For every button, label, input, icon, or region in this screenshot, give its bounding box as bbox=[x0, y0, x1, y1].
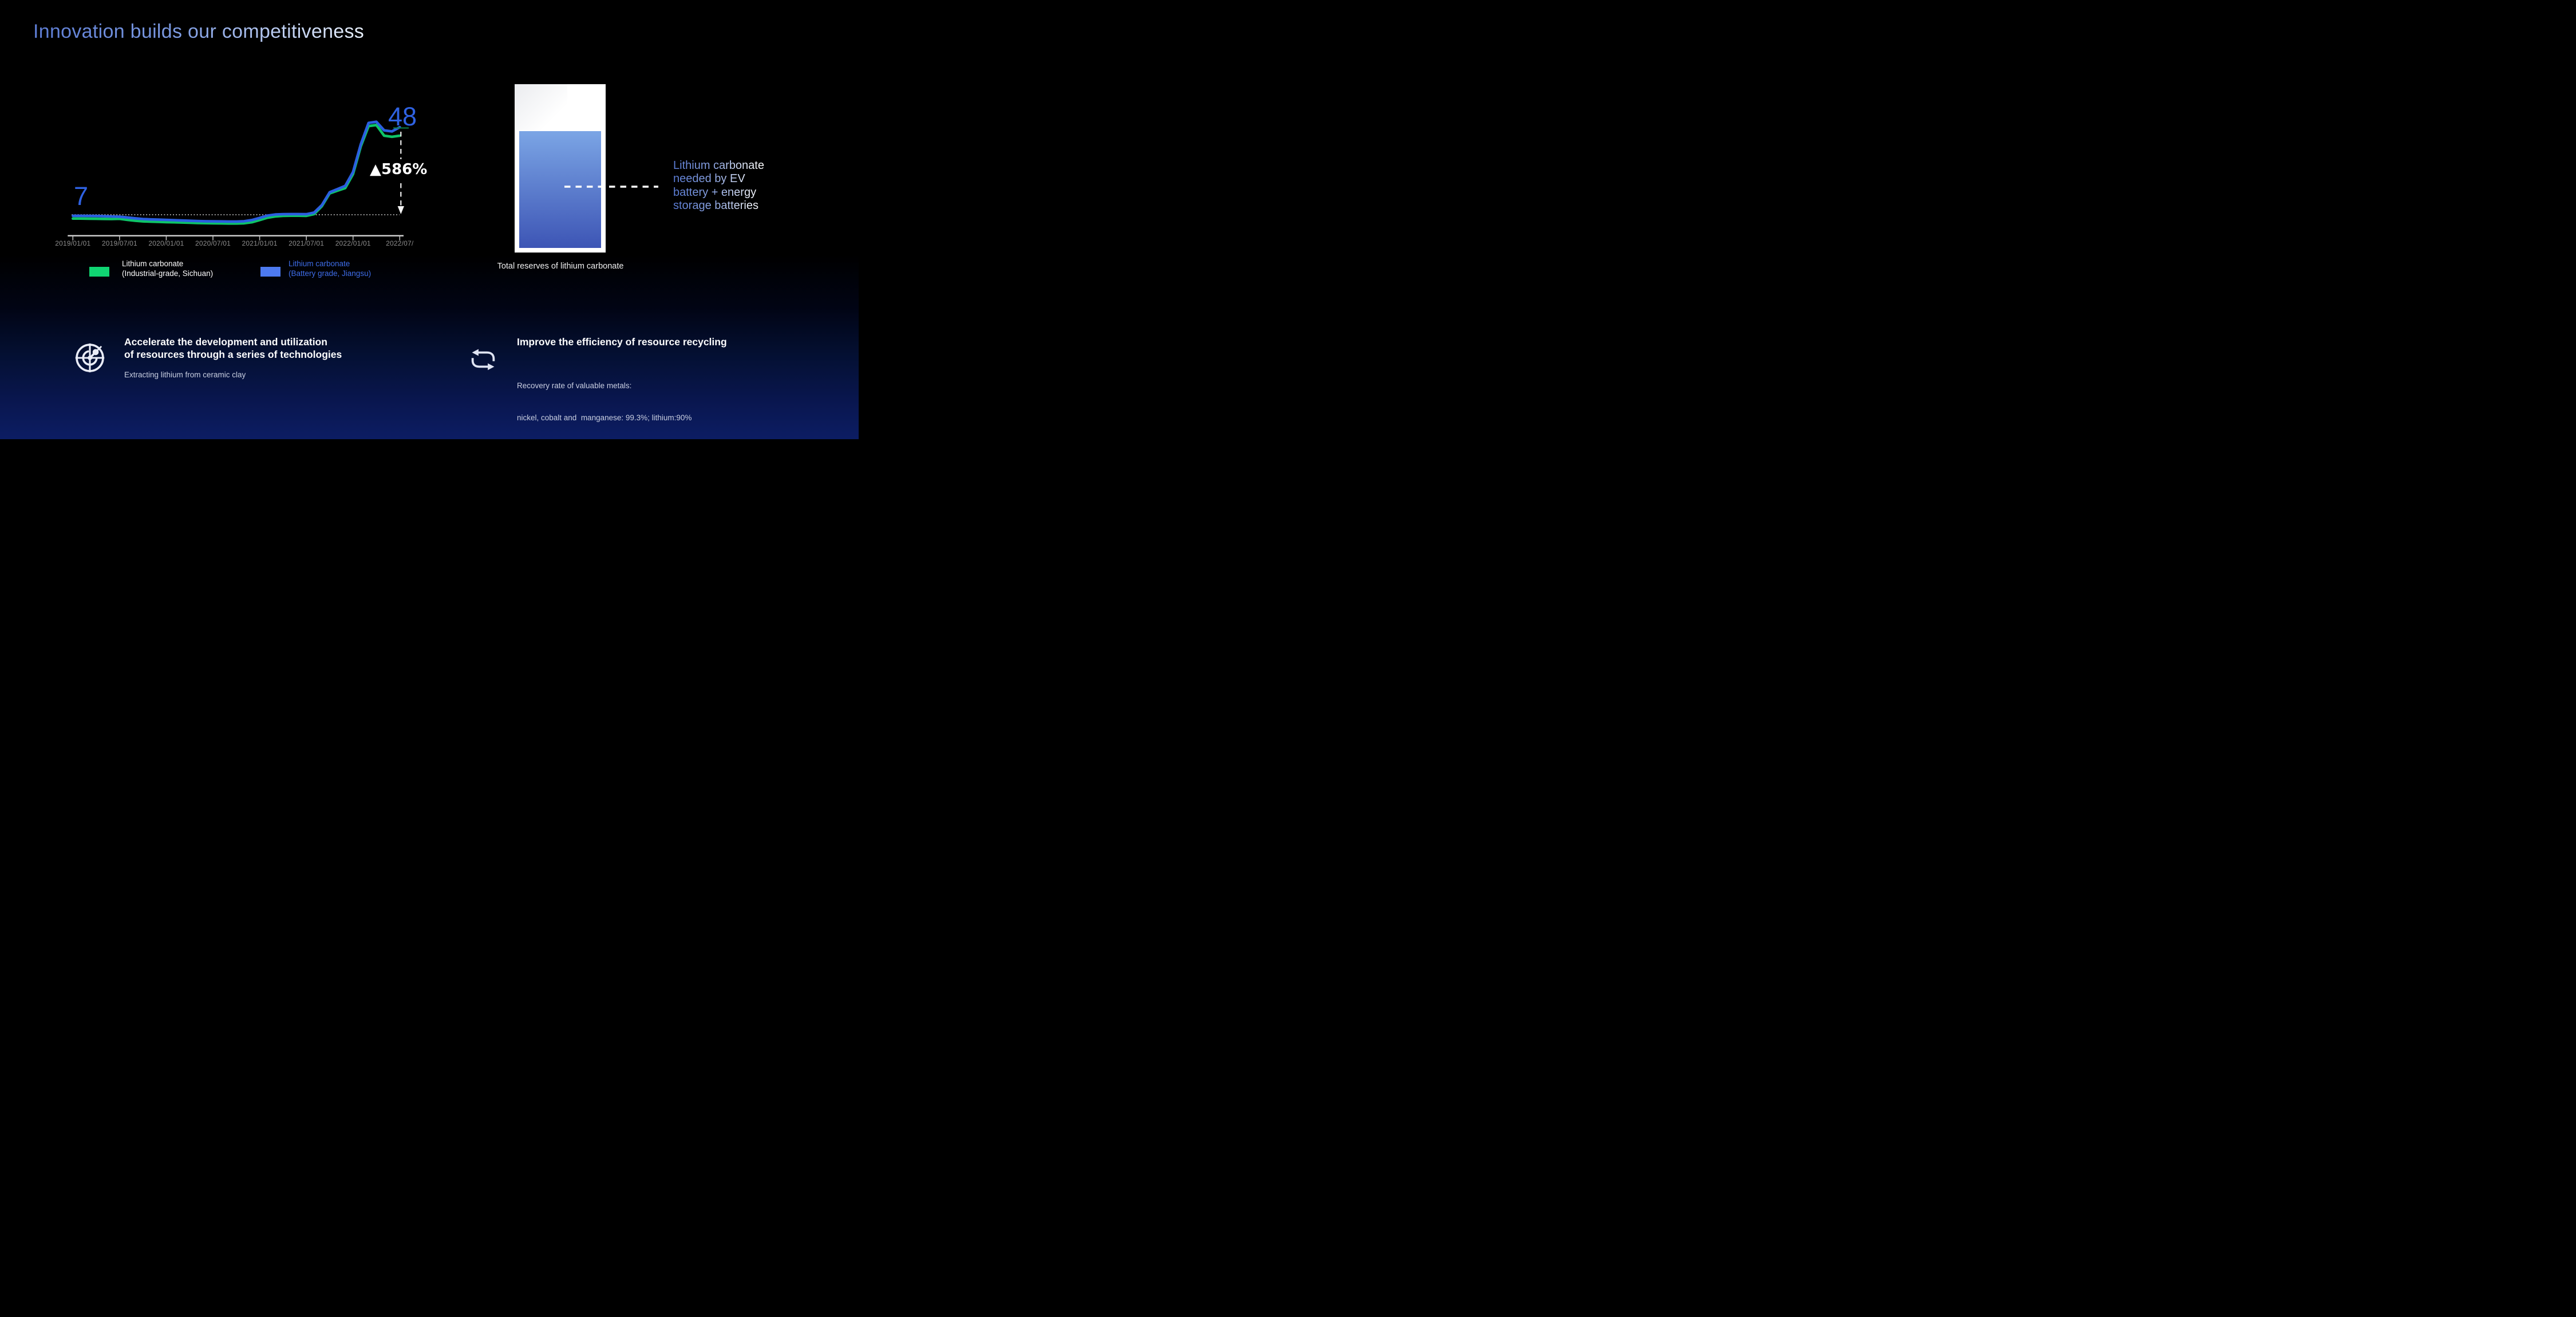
x-tick-label: 2020/01/01 bbox=[148, 239, 184, 247]
dashed-pointer-line bbox=[564, 186, 658, 188]
feature-right-title: Improve the efficiency of resource recyc… bbox=[517, 336, 727, 348]
reserve-fill-level bbox=[519, 131, 601, 248]
x-tick-label: 2019/01/01 bbox=[55, 239, 91, 247]
x-tick-label: 2021/01/01 bbox=[242, 239, 278, 247]
feature-right-subtitle: Recovery rate of valuable metals: nickel… bbox=[517, 360, 692, 439]
radar-icon bbox=[75, 343, 105, 373]
price-chart-canvas bbox=[68, 120, 409, 240]
legend-industrial-line1: Lithium carbonate bbox=[122, 259, 184, 268]
legend-swatch-battery bbox=[260, 267, 280, 277]
feature-left-title-line1: Accelerate the development and utilizati… bbox=[124, 336, 327, 348]
reserve-note-line4: storage batteries bbox=[673, 199, 764, 212]
recycle-icon bbox=[471, 349, 495, 370]
legend-industrial-line2: (Industrial-grade, Sichuan) bbox=[122, 269, 214, 278]
chart-start-value: 7 bbox=[74, 182, 89, 211]
x-tick-label: 2020/07/01 bbox=[195, 239, 231, 247]
reserve-note-line2: needed by EV bbox=[673, 172, 764, 186]
chart-change-annotation: ▲586% bbox=[370, 161, 428, 178]
x-tick-label: 2022/01/01 bbox=[335, 239, 371, 247]
reserve-caption: Total reserves of lithium carbonate bbox=[497, 262, 624, 271]
feature-left-title-line2: of resources through a series of technol… bbox=[124, 349, 342, 360]
legend-swatch-industrial bbox=[89, 267, 109, 277]
chart-end-value: 48 bbox=[388, 102, 417, 131]
feature-left-subtitle: Extracting lithium from ceramic clay bbox=[124, 370, 246, 379]
reserve-note-line3: battery + energy bbox=[673, 186, 764, 199]
x-tick-label: 2019/07/01 bbox=[101, 239, 137, 247]
x-tick-label: 2021/07/01 bbox=[289, 239, 325, 247]
feature-right-subtitle-line2: nickel, cobalt and manganese: 99.3%; lit… bbox=[517, 413, 692, 422]
legend-battery-line1: Lithium carbonate bbox=[289, 259, 350, 268]
feature-right-subtitle-line1: Recovery rate of valuable metals: bbox=[517, 381, 632, 390]
x-axis-tick-labels: 2019/01/01 2019/07/01 2020/01/01 2020/07/01… bbox=[52, 239, 452, 250]
lithium-price-chart: 7 48 ▲586% 2019/01/01 2019/07/01 2020/01/0… bbox=[52, 86, 452, 269]
legend-label-industrial: Lithium carbonate (Industrial-grade, Sic… bbox=[122, 259, 213, 278]
feature-left-title: Accelerate the development and utilizati… bbox=[124, 336, 342, 361]
x-tick-label: 2022/07/ bbox=[386, 239, 414, 247]
legend-battery-line2: (Battery grade, Jiangsu) bbox=[289, 269, 372, 278]
reserve-note: Lithium carbonate needed by EV battery +… bbox=[673, 159, 764, 212]
presentation-slide: Innovation builds our competitiveness 7 … bbox=[0, 0, 859, 439]
legend-label-battery: Lithium carbonate (Battery grade, Jiangs… bbox=[289, 259, 371, 278]
slide-title: Innovation builds our competitiveness bbox=[33, 21, 365, 42]
reserve-container bbox=[515, 84, 606, 253]
reserve-note-line1: Lithium carbonate bbox=[673, 159, 764, 172]
